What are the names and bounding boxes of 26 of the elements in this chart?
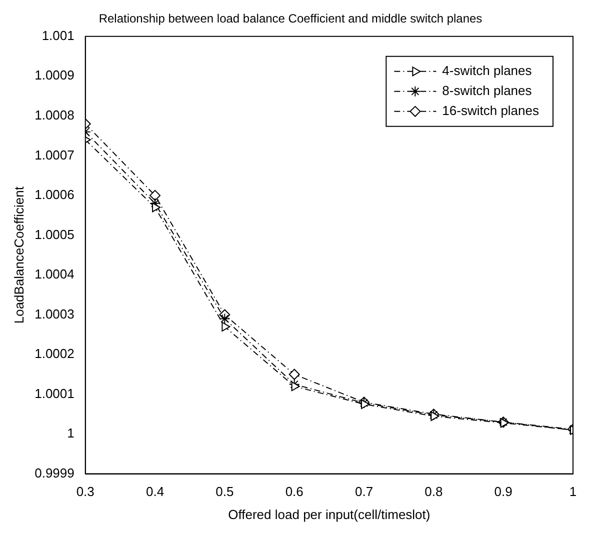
- y-tick-label: 1.0003: [34, 306, 74, 322]
- y-tick-label: 1.0008: [34, 108, 74, 123]
- x-tick-label: 0.7: [354, 484, 374, 500]
- y-tick-label: 1: [67, 426, 74, 441]
- y-tick-label: 1.0001: [34, 386, 74, 401]
- x-tick-label: 1: [569, 484, 577, 500]
- y-tick-label: 0.9999: [34, 465, 74, 480]
- x-tick-label: 0.4: [146, 484, 164, 500]
- y-tick-label: 1.0002: [34, 346, 74, 362]
- legend-label: 16-switch planes: [442, 102, 540, 118]
- y-tick-label: 1.0007: [34, 147, 74, 162]
- legend-label: 4-switch planes: [442, 62, 532, 78]
- x-tick-label: 0.6: [285, 484, 304, 500]
- y-tick-label: 1.001: [42, 28, 74, 43]
- x-tick-label: 0.3: [76, 484, 94, 500]
- chart-title: Relationship between load balance Coefficient and middle switch planes: [98, 12, 482, 26]
- y-tick-label: 1.0004: [34, 266, 74, 282]
- x-tick-label: 0.9: [494, 484, 512, 500]
- y-axis-title: LoadBalanceCoefficient: [11, 186, 26, 324]
- y-tick-label: 1.0005: [34, 226, 74, 242]
- x-axis-title: Offered load per input(cell/timeslot): [228, 506, 430, 522]
- y-tick-label: 1.0009: [34, 68, 74, 83]
- y-tick-label: 1.0006: [34, 187, 74, 202]
- x-tick-label: 0.5: [216, 484, 234, 500]
- x-tick-label: 0.8: [424, 484, 443, 500]
- legend-label: 8-switch planes: [442, 82, 532, 98]
